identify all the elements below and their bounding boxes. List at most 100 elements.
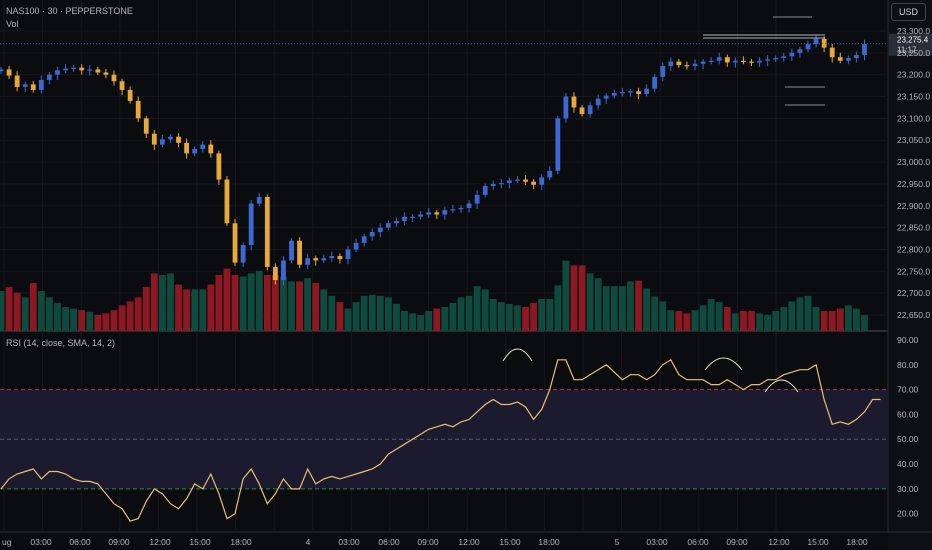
candle-body: [458, 207, 464, 210]
volume-bar: [393, 303, 400, 331]
volume-bar: [723, 307, 731, 331]
volume-bar: [836, 308, 844, 331]
candle-body: [55, 70, 60, 75]
volume-bar: [288, 281, 295, 331]
volume-bar: [667, 310, 675, 331]
volume-bar: [691, 310, 699, 331]
currency-button[interactable]: USD: [891, 3, 926, 21]
volume-bar: [223, 268, 231, 331]
volume-bar: [594, 278, 602, 331]
price-tick-label: 22,700.0: [897, 288, 930, 298]
candle-body: [264, 197, 270, 267]
rsi-tick-label: 40.00: [897, 459, 919, 469]
volume-bar: [764, 315, 772, 331]
volume-bar: [352, 302, 360, 331]
candle-body: [305, 258, 311, 265]
volume-bar: [336, 302, 344, 331]
candle-body: [232, 223, 238, 263]
time-tick-label: 15:00: [499, 537, 521, 547]
volume-bar: [514, 305, 521, 331]
volume-bar: [465, 295, 473, 331]
candle-body: [410, 216, 415, 218]
price-tick-label: 22,650.0: [897, 310, 930, 320]
rsi-line: [0, 358, 881, 522]
candle-body: [143, 118, 149, 134]
time-tick-label: 03:00: [646, 537, 668, 547]
candle-body: [289, 240, 294, 261]
volume-bar: [675, 311, 683, 331]
candle-body: [329, 256, 335, 259]
candle-body: [474, 194, 480, 204]
volume-bar: [86, 311, 94, 331]
volume-bar: [731, 313, 739, 331]
candle-body: [676, 61, 682, 66]
volume-bar: [707, 299, 715, 331]
candle-body: [6, 69, 12, 76]
volume-bar: [29, 283, 37, 331]
volume-bar: [812, 307, 820, 331]
volume-bar: [578, 265, 586, 331]
rsi-tick-label: 70.00: [897, 385, 919, 395]
candle-body: [854, 55, 859, 59]
volume-label: Vol: [6, 19, 19, 29]
volume-bar: [94, 315, 102, 331]
candle-body: [482, 186, 488, 195]
candle-body: [523, 179, 528, 182]
volume-bar: [538, 299, 546, 331]
volume-bar: [602, 286, 610, 331]
candle-body: [297, 240, 302, 265]
candle-body: [47, 74, 52, 80]
candle-body: [321, 258, 327, 261]
volume-bar: [0, 291, 5, 331]
candle-body: [345, 249, 351, 260]
volume-bar: [756, 313, 763, 331]
volume-bar: [13, 292, 21, 331]
volume-bar: [570, 265, 578, 331]
volume-bar: [651, 296, 659, 331]
time-tick-label: ug: [2, 537, 12, 547]
candle-body: [192, 148, 198, 154]
volume-bar: [118, 305, 126, 331]
volume-bar: [199, 289, 207, 331]
rsi-tick-label: 90.00: [897, 335, 919, 345]
candle-body: [571, 96, 577, 108]
volume-bar: [433, 308, 441, 331]
candle-body: [563, 96, 569, 119]
time-tick-label: 09:00: [726, 537, 748, 547]
candle-body: [111, 74, 117, 82]
volume-bar: [610, 286, 618, 331]
volume-bar: [481, 289, 489, 331]
symbol-title: NAS100 · 30 · PEPPERSTONE: [6, 6, 133, 16]
time-tick-label: 12:00: [768, 537, 790, 547]
price-tick-label: 23,300.0: [897, 26, 930, 36]
candle-body: [200, 144, 206, 149]
candle-body: [829, 47, 835, 58]
candle-body: [240, 245, 246, 263]
candle-body: [127, 89, 133, 101]
candle-body: [385, 223, 391, 228]
candle-body: [71, 67, 77, 69]
volume-bar: [54, 303, 61, 331]
candle-body: [636, 91, 641, 94]
rsi-divergence-arc: [704, 357, 743, 371]
volume-bar: [255, 271, 263, 331]
volume-bar: [627, 281, 634, 331]
volume-bar: [263, 275, 271, 331]
price-candles: [0, 34, 867, 286]
candle-body: [781, 56, 787, 59]
volume-bar: [320, 289, 328, 331]
candle-body: [595, 98, 601, 106]
candle-body: [160, 139, 165, 145]
time-tick-label: 4: [306, 537, 311, 547]
time-tick-label: 06:00: [687, 537, 709, 547]
candle-body: [176, 136, 181, 143]
rsi-tick-label: 20.00: [897, 509, 919, 519]
volume-bar: [142, 287, 150, 331]
candle-body: [507, 180, 512, 184]
volume-bar: [247, 273, 255, 331]
time-tick-label: 03:00: [338, 537, 360, 547]
volume-bar: [635, 280, 642, 331]
volume-bar: [183, 289, 191, 331]
volume-bar: [78, 310, 86, 331]
